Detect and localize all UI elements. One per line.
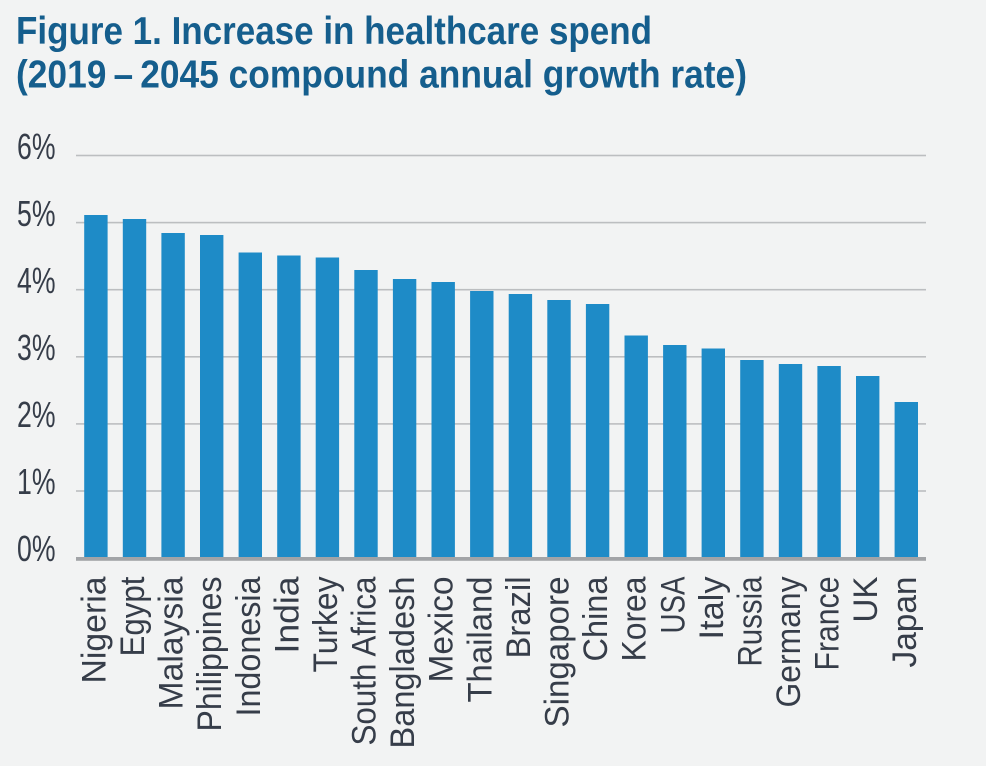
svg-text:France: France <box>809 577 847 671</box>
svg-text:3%: 3% <box>17 327 56 368</box>
svg-text:1%: 1% <box>17 461 56 502</box>
svg-text:Figure 1. Increase in healthca: Figure 1. Increase in healthcare spend <box>16 10 652 53</box>
svg-text:Korea: Korea <box>616 576 654 661</box>
svg-text:Japan: Japan <box>886 577 924 668</box>
svg-text:UK: UK <box>847 576 885 622</box>
svg-text:USA: USA <box>654 576 692 633</box>
svg-text:Bangladesh: Bangladesh <box>384 577 422 749</box>
svg-text:Italy: Italy <box>693 577 731 640</box>
svg-text:Malaysia: Malaysia <box>153 576 191 709</box>
svg-text:Germany: Germany <box>770 577 808 708</box>
svg-text:Mexico: Mexico <box>423 577 461 683</box>
svg-text:Nigeria: Nigeria <box>75 576 113 683</box>
svg-text:Thailand: Thailand <box>461 577 499 703</box>
svg-text:4%: 4% <box>17 260 56 301</box>
svg-text:Philippines: Philippines <box>191 577 229 732</box>
svg-text:Indonesia: Indonesia <box>230 576 268 716</box>
svg-text:Egypt: Egypt <box>114 576 152 656</box>
svg-text:Russia: Russia <box>731 576 769 666</box>
svg-text:(2019 – 2045 compound annual g: (2019 – 2045 compound annual growth rate… <box>16 54 747 97</box>
svg-text:0%: 0% <box>17 528 56 569</box>
svg-text:China: China <box>577 576 615 661</box>
svg-text:South Africa: South Africa <box>346 576 384 745</box>
svg-text:2%: 2% <box>17 394 56 435</box>
svg-text:India: India <box>268 576 306 653</box>
svg-text:Brazil: Brazil <box>500 577 538 659</box>
svg-text:6%: 6% <box>17 126 56 167</box>
svg-text:5%: 5% <box>17 193 56 234</box>
svg-text:Singapore: Singapore <box>539 577 577 728</box>
svg-text:Turkey: Turkey <box>307 577 345 673</box>
